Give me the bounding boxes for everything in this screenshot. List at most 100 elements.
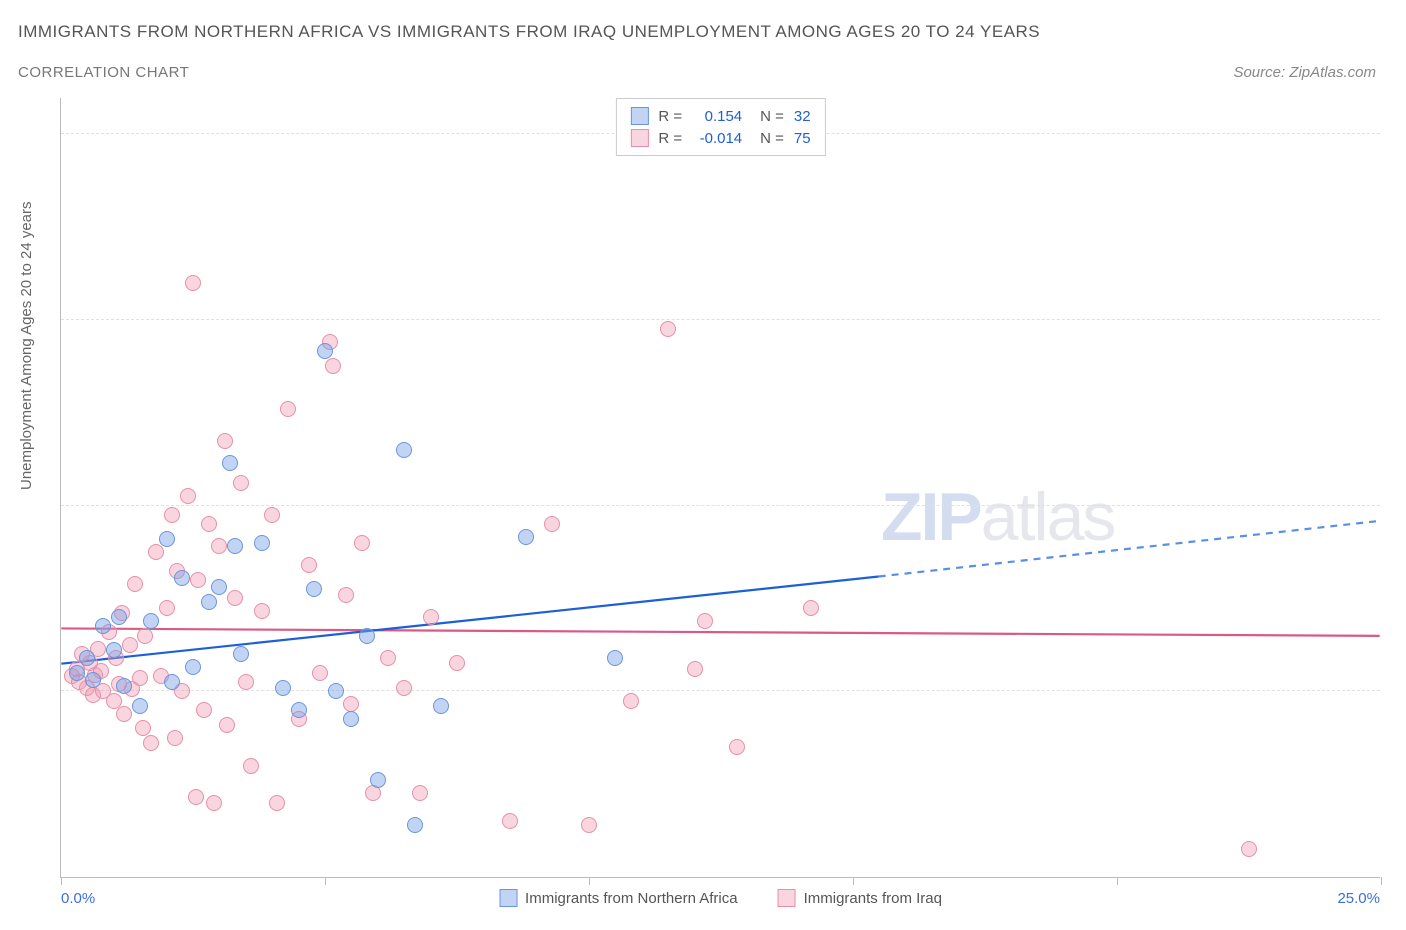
scatter-point	[317, 343, 333, 359]
scatter-point	[396, 680, 412, 696]
scatter-point	[167, 730, 183, 746]
r-label: R =	[658, 130, 682, 147]
scatter-point	[143, 735, 159, 751]
r-value: -0.014	[692, 130, 742, 147]
scatter-point	[697, 613, 713, 629]
scatter-point	[227, 590, 243, 606]
legend-row-series-0: R = 0.154 N = 32	[630, 105, 810, 127]
scatter-point	[127, 576, 143, 592]
watermark: ZIPatlas	[881, 478, 1114, 556]
scatter-point	[354, 535, 370, 551]
scatter-point	[338, 587, 354, 603]
trend-lines-svg	[61, 98, 1380, 877]
scatter-point	[174, 570, 190, 586]
legend-item-series-1: Immigrants from Iraq	[778, 889, 942, 907]
scatter-point	[254, 535, 270, 551]
gridline	[61, 505, 1380, 506]
scatter-point	[148, 544, 164, 560]
legend-label: Immigrants from Iraq	[804, 890, 942, 907]
y-tick-label: 10.0%	[1390, 683, 1406, 700]
scatter-point	[449, 655, 465, 671]
scatter-point	[423, 609, 439, 625]
x-tick	[853, 877, 854, 885]
scatter-point	[180, 488, 196, 504]
scatter-point	[135, 720, 151, 736]
scatter-point	[116, 706, 132, 722]
r-label: R =	[658, 108, 682, 125]
scatter-point	[116, 678, 132, 694]
scatter-point	[623, 693, 639, 709]
scatter-point	[222, 455, 238, 471]
scatter-point	[164, 674, 180, 690]
chart-plot-area: ZIPatlas R = 0.154 N = 32 R = -0.014 N =…	[60, 98, 1380, 878]
legend-swatch-icon	[778, 889, 796, 907]
scatter-point	[687, 661, 703, 677]
scatter-point	[264, 507, 280, 523]
scatter-point	[407, 817, 423, 833]
scatter-point	[269, 795, 285, 811]
legend-swatch-icon	[630, 129, 648, 147]
gridline	[61, 690, 1380, 691]
x-tick	[1117, 877, 1118, 885]
n-value: 32	[794, 108, 811, 125]
scatter-point	[185, 659, 201, 675]
scatter-point	[217, 433, 233, 449]
scatter-point	[188, 789, 204, 805]
scatter-point	[803, 600, 819, 616]
x-axis-min-label: 0.0%	[61, 890, 95, 907]
chart-title: IMMIGRANTS FROM NORTHERN AFRICA VS IMMIG…	[18, 22, 1040, 42]
gridline	[61, 319, 1380, 320]
legend-item-series-0: Immigrants from Northern Africa	[499, 889, 738, 907]
scatter-point	[380, 650, 396, 666]
scatter-point	[328, 683, 344, 699]
scatter-point	[312, 665, 328, 681]
x-axis-max-label: 25.0%	[1337, 890, 1380, 907]
legend-label: Immigrants from Northern Africa	[525, 890, 738, 907]
n-label: N =	[760, 108, 784, 125]
scatter-point	[159, 531, 175, 547]
scatter-point	[164, 507, 180, 523]
scatter-point	[196, 702, 212, 718]
scatter-point	[325, 358, 341, 374]
scatter-point	[359, 628, 375, 644]
scatter-point	[95, 618, 111, 634]
scatter-point	[518, 529, 534, 545]
scatter-point	[370, 772, 386, 788]
scatter-point	[275, 680, 291, 696]
source-attribution: Source: ZipAtlas.com	[1233, 64, 1376, 81]
scatter-point	[343, 696, 359, 712]
y-axis-label: Unemployment Among Ages 20 to 24 years	[18, 201, 35, 490]
scatter-point	[254, 603, 270, 619]
scatter-point	[433, 698, 449, 714]
scatter-point	[219, 717, 235, 733]
scatter-point	[201, 516, 217, 532]
x-tick	[589, 877, 590, 885]
scatter-point	[660, 321, 676, 337]
scatter-point	[79, 650, 95, 666]
scatter-point	[607, 650, 623, 666]
correlation-legend: R = 0.154 N = 32 R = -0.014 N = 75	[615, 98, 825, 156]
scatter-point	[233, 475, 249, 491]
scatter-point	[132, 698, 148, 714]
scatter-point	[301, 557, 317, 573]
scatter-point	[159, 600, 175, 616]
legend-row-series-1: R = -0.014 N = 75	[630, 127, 810, 149]
x-tick	[325, 877, 326, 885]
scatter-point	[280, 401, 296, 417]
scatter-point	[343, 711, 359, 727]
scatter-point	[122, 637, 138, 653]
scatter-point	[238, 674, 254, 690]
legend-swatch-icon	[499, 889, 517, 907]
scatter-point	[306, 581, 322, 597]
scatter-point	[729, 739, 745, 755]
scatter-point	[85, 672, 101, 688]
scatter-point	[201, 594, 217, 610]
y-tick-label: 20.0%	[1390, 497, 1406, 514]
scatter-point	[69, 665, 85, 681]
scatter-point	[243, 758, 259, 774]
scatter-point	[502, 813, 518, 829]
scatter-point	[190, 572, 206, 588]
r-value: 0.154	[692, 108, 742, 125]
scatter-point	[211, 579, 227, 595]
series-legend: Immigrants from Northern Africa Immigran…	[499, 889, 942, 907]
